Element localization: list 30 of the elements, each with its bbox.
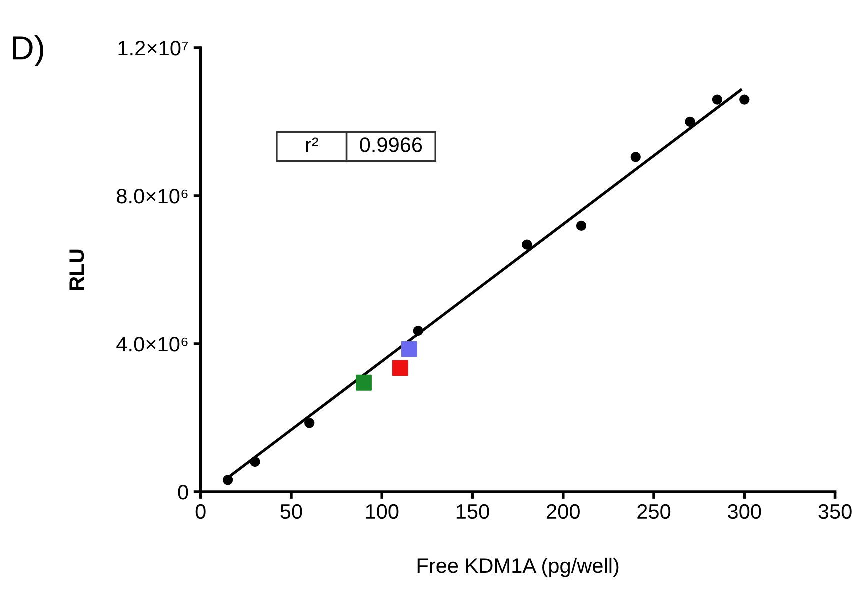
point [712,94,723,105]
point [576,220,587,232]
point [522,240,532,250]
point [222,475,234,486]
x-tick-label: 200 [547,504,580,520]
x-tick-label: 50 [280,504,302,520]
annotation: r² [306,138,318,152]
point [356,374,372,391]
y-tick-label: 1.2×10⁷ [118,41,188,56]
x-tick-label: 350 [818,504,852,520]
point [630,152,641,162]
point [250,456,260,468]
x-tick-label: 250 [638,504,671,520]
x-tick-label: 100 [366,504,399,520]
point [685,116,696,128]
x-tick-label: 150 [456,504,490,520]
point [401,341,418,358]
point [392,360,408,376]
annotation: 0.9966 [360,138,422,152]
y-axis-title: RLU [70,250,84,290]
y-tick-label: 8.0×10⁶ [117,189,188,204]
point [304,418,315,428]
y-tick-label: 0 [178,485,188,500]
x-tick-label: 300 [728,504,762,520]
chart-title: D) [13,35,44,67]
x-tick-label: 0 [196,504,206,520]
point [740,94,750,105]
point [413,326,424,336]
x-axis-title: Free KDM1A (pg/well) [418,558,619,578]
y-tick-label: 4.0×10⁶ [116,337,188,352]
